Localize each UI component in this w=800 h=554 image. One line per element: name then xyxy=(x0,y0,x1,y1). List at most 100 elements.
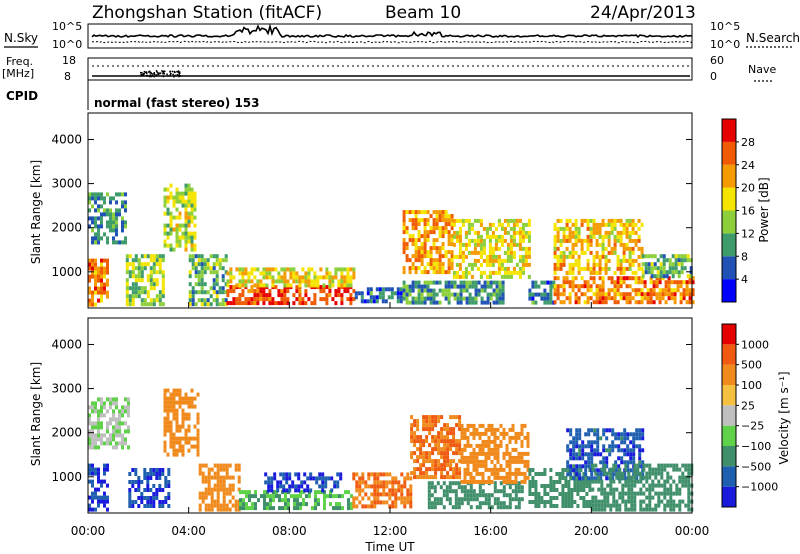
data-cell xyxy=(463,431,467,436)
data-cell xyxy=(432,266,436,271)
data-cell xyxy=(527,230,531,235)
data-cell xyxy=(603,467,607,472)
data-cell xyxy=(583,250,587,255)
data-cell xyxy=(579,488,583,492)
data-cell xyxy=(632,444,636,449)
data-cell xyxy=(619,238,623,243)
data-cell xyxy=(411,222,415,227)
data-cell xyxy=(520,485,524,490)
data-cell xyxy=(296,502,299,507)
data-cell xyxy=(446,443,450,448)
nave-point xyxy=(162,75,165,78)
data-cell xyxy=(403,500,407,505)
data-cell xyxy=(642,467,646,472)
data-cell xyxy=(103,479,106,484)
data-cell xyxy=(420,234,424,239)
data-cell xyxy=(382,492,386,497)
data-cell xyxy=(474,288,478,293)
data-cell xyxy=(103,467,106,472)
data-cell xyxy=(91,437,94,442)
data-cell xyxy=(187,428,191,433)
data-cell xyxy=(511,423,515,428)
data-cell xyxy=(455,218,459,223)
data-cell xyxy=(428,475,432,480)
data-cell xyxy=(495,280,499,285)
data-cell xyxy=(515,218,519,223)
data-cell xyxy=(518,230,522,235)
data-cell xyxy=(503,270,507,275)
data-cell xyxy=(595,292,599,297)
data-cell xyxy=(488,242,492,247)
data-cell xyxy=(508,505,512,510)
data-cell xyxy=(97,236,100,241)
data-cell xyxy=(423,210,427,215)
nave-point xyxy=(150,75,152,78)
data-cell xyxy=(417,230,421,235)
data-cell xyxy=(537,504,541,508)
data-cell xyxy=(163,428,167,433)
data-cell xyxy=(514,459,518,464)
data-cell xyxy=(512,270,516,275)
data-cell xyxy=(423,218,427,223)
data-cell xyxy=(324,476,328,481)
data-cell xyxy=(254,506,257,511)
data-cell xyxy=(358,492,362,497)
data-cell xyxy=(91,483,94,488)
data-cell xyxy=(125,266,129,271)
data-cell xyxy=(91,298,94,303)
data-cell xyxy=(103,405,106,410)
data-cell xyxy=(595,222,599,227)
y-tick-label: 4000 xyxy=(51,337,82,351)
data-cell xyxy=(209,254,213,259)
data-cell xyxy=(618,503,622,508)
data-cell xyxy=(336,484,340,489)
data-cell xyxy=(100,216,103,221)
data-cell xyxy=(517,485,521,490)
data-cell xyxy=(152,266,156,271)
data-cell xyxy=(498,284,502,289)
colorbar-tick-label: 20 xyxy=(741,182,755,195)
data-cell xyxy=(335,506,338,511)
data-cell xyxy=(634,280,638,285)
data-cell xyxy=(388,496,392,501)
data-cell xyxy=(91,274,94,279)
data-cell xyxy=(94,200,97,205)
data-cell xyxy=(621,487,625,492)
data-cell xyxy=(406,476,410,481)
data-cell xyxy=(466,439,470,444)
data-cell xyxy=(181,195,185,200)
data-cell xyxy=(188,258,192,263)
data-cell xyxy=(103,274,106,279)
data-cell xyxy=(657,483,661,488)
data-cell xyxy=(616,254,620,259)
data-cell xyxy=(402,288,406,293)
data-cell xyxy=(621,471,625,476)
data-cell xyxy=(628,250,632,255)
data-cell xyxy=(469,471,473,476)
data-cell xyxy=(639,475,643,480)
data-cell xyxy=(585,484,589,488)
data-cell xyxy=(627,491,631,496)
data-cell xyxy=(103,413,106,418)
data-cell xyxy=(574,226,578,231)
data-cell xyxy=(213,483,217,488)
data-cell xyxy=(316,275,320,280)
data-cell xyxy=(91,294,94,299)
data-cell xyxy=(355,484,359,489)
data-cell xyxy=(435,280,439,285)
data-cell xyxy=(187,211,191,216)
data-cell xyxy=(602,460,606,465)
data-cell xyxy=(210,475,214,480)
data-cell xyxy=(518,246,522,251)
data-cell xyxy=(435,258,439,263)
freq-tick-top: 18 xyxy=(62,54,76,67)
data-cell xyxy=(518,274,522,279)
data-cell xyxy=(638,460,642,465)
data-cell xyxy=(497,254,501,259)
data-cell xyxy=(470,238,474,243)
data-cell xyxy=(178,392,182,397)
data-cell xyxy=(585,500,589,504)
data-cell xyxy=(468,280,472,285)
data-cell xyxy=(388,480,392,485)
data-cell xyxy=(229,275,233,280)
